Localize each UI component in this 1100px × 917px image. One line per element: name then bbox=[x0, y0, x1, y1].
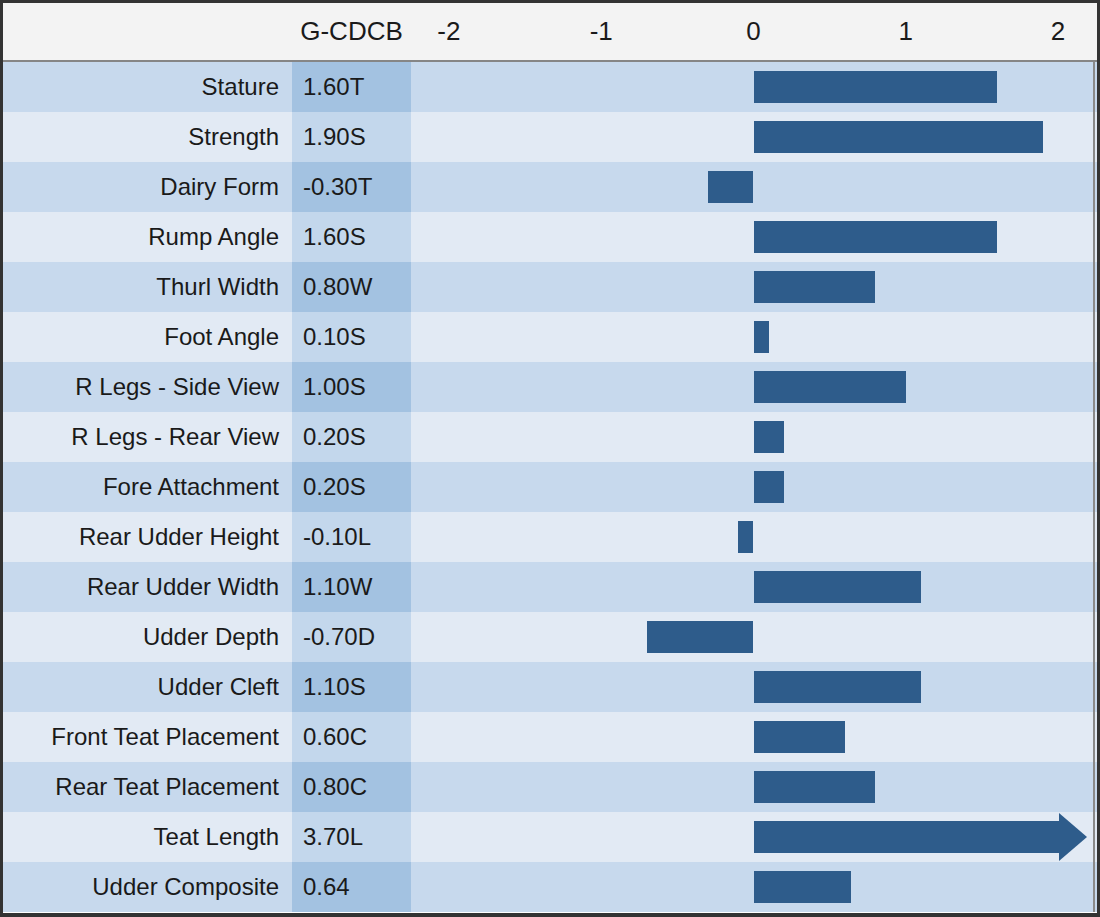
trait-value-cell: 1.10W bbox=[292, 562, 411, 612]
table-row: Fore Attachment 0.20S bbox=[3, 462, 1097, 512]
trait-value-cell: 0.10S bbox=[292, 312, 411, 362]
table-row: Dairy Form -0.30T bbox=[3, 162, 1097, 212]
trait-bar bbox=[754, 421, 784, 453]
trait-value-cell: 0.60C bbox=[292, 712, 411, 762]
trait-label: Teat Length bbox=[3, 812, 279, 862]
trait-label: Udder Cleft bbox=[3, 662, 279, 712]
trait-bar bbox=[754, 671, 922, 703]
trait-value-cell: 1.60S bbox=[292, 212, 411, 262]
trait-label: Rump Angle bbox=[3, 212, 279, 262]
trait-label: Stature bbox=[3, 62, 279, 112]
trait-label: Fore Attachment bbox=[3, 462, 279, 512]
trait-bar bbox=[754, 871, 851, 903]
trait-bar bbox=[754, 571, 922, 603]
axis-tick: 2 bbox=[1051, 3, 1065, 60]
trait-label: Rear Udder Width bbox=[3, 562, 279, 612]
overflow-arrowhead-icon bbox=[1059, 813, 1087, 861]
trait-bar bbox=[754, 71, 998, 103]
trait-label: Udder Composite bbox=[3, 862, 279, 912]
chart-header: G-CDCB -2 -1 0 1 2 bbox=[3, 3, 1097, 60]
table-row: Rear Udder Width 1.10W bbox=[3, 562, 1097, 612]
trait-value-cell: 1.90S bbox=[292, 112, 411, 162]
trait-value-cell: 0.80W bbox=[292, 262, 411, 312]
trait-value-cell: -0.70D bbox=[292, 612, 411, 662]
axis-tick: -1 bbox=[590, 3, 613, 60]
linear-trait-chart: G-CDCB -2 -1 0 1 2 Stature 1.60T Strength 1.90S… bbox=[0, 0, 1100, 917]
trait-value-cell: 0.20S bbox=[292, 462, 411, 512]
trait-label: Rear Teat Placement bbox=[3, 762, 279, 812]
trait-bar bbox=[754, 221, 998, 253]
trait-label: R Legs - Side View bbox=[3, 362, 279, 412]
trait-bar bbox=[738, 521, 753, 553]
trait-value-cell: 1.60T bbox=[292, 62, 411, 112]
table-row: Rear Udder Height -0.10L bbox=[3, 512, 1097, 562]
trait-value-cell: -0.10L bbox=[292, 512, 411, 562]
trait-value-cell: 1.10S bbox=[292, 662, 411, 712]
trait-value-cell: 0.64 bbox=[292, 862, 411, 912]
trait-label: Strength bbox=[3, 112, 279, 162]
trait-label: Thurl Width bbox=[3, 262, 279, 312]
table-row: Rump Angle 1.60S bbox=[3, 212, 1097, 262]
table-row: R Legs - Rear View 0.20S bbox=[3, 412, 1097, 462]
trait-value-cell: 0.20S bbox=[292, 412, 411, 462]
trait-bar bbox=[754, 771, 876, 803]
table-row: Teat Length 3.70L bbox=[3, 812, 1097, 862]
trait-label: Udder Depth bbox=[3, 612, 279, 662]
axis-tick: 0 bbox=[746, 3, 760, 60]
trait-label: Dairy Form bbox=[3, 162, 279, 212]
table-row: R Legs - Side View 1.00S bbox=[3, 362, 1097, 412]
trait-label: Rear Udder Height bbox=[3, 512, 279, 562]
trait-bar bbox=[647, 621, 754, 653]
trait-label: Front Teat Placement bbox=[3, 712, 279, 762]
table-row: Front Teat Placement 0.60C bbox=[3, 712, 1097, 762]
trait-bar bbox=[754, 821, 1060, 853]
trait-bar bbox=[708, 171, 754, 203]
trait-value-cell: 1.00S bbox=[292, 362, 411, 412]
table-row: Udder Depth -0.70D bbox=[3, 612, 1097, 662]
table-row: Thurl Width 0.80W bbox=[3, 262, 1097, 312]
table-row: Udder Composite 0.64 bbox=[3, 862, 1097, 912]
trait-bar bbox=[754, 271, 876, 303]
table-row: Rear Teat Placement 0.80C bbox=[3, 762, 1097, 812]
trait-bar bbox=[754, 321, 769, 353]
trait-label: R Legs - Rear View bbox=[3, 412, 279, 462]
table-row: Udder Cleft 1.10S bbox=[3, 662, 1097, 712]
table-row: Strength 1.90S bbox=[3, 112, 1097, 162]
axis-tick: -2 bbox=[437, 3, 460, 60]
chart-plot-area: Stature 1.60T Strength 1.90S Dairy Form -0.30… bbox=[3, 62, 1097, 912]
plot-right-edge bbox=[1093, 62, 1095, 912]
trait-value-cell: 0.80C bbox=[292, 762, 411, 812]
trait-label: Foot Angle bbox=[3, 312, 279, 362]
value-column-header: G-CDCB bbox=[292, 3, 411, 60]
trait-bar bbox=[754, 471, 784, 503]
axis-tick: 1 bbox=[899, 3, 913, 60]
trait-value-cell: -0.30T bbox=[292, 162, 411, 212]
trait-bar bbox=[754, 721, 845, 753]
trait-bar bbox=[754, 371, 906, 403]
table-row: Foot Angle 0.10S bbox=[3, 312, 1097, 362]
trait-bar bbox=[754, 121, 1043, 153]
table-row: Stature 1.60T bbox=[3, 62, 1097, 112]
trait-value-cell: 3.70L bbox=[292, 812, 411, 862]
